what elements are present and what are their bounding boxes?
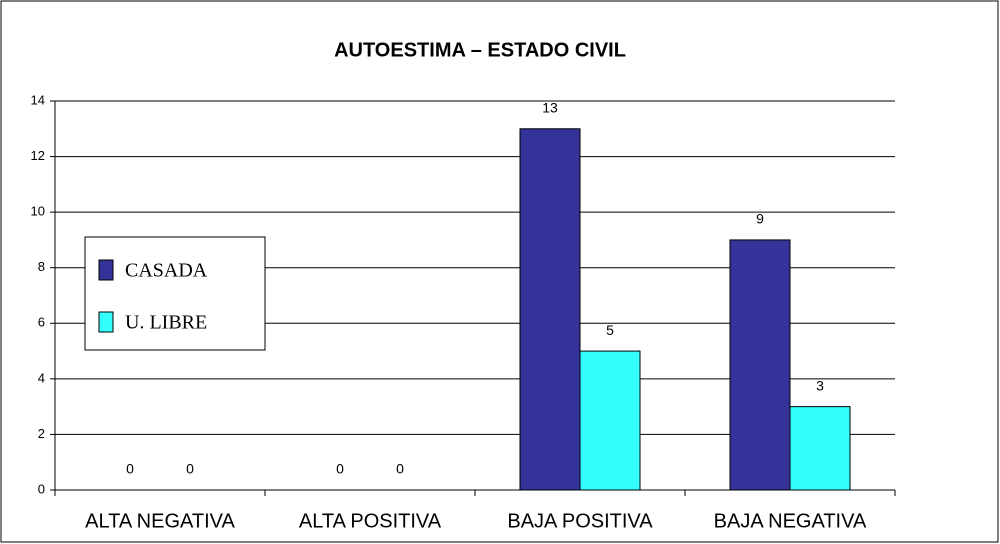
bar — [789, 406, 851, 491]
y-tick-label: 4 — [38, 370, 45, 385]
bar — [579, 350, 641, 491]
value-label: 0 — [186, 461, 194, 477]
value-label: 0 — [396, 461, 404, 477]
y-tick-label: 12 — [31, 148, 45, 163]
value-label: 9 — [756, 211, 764, 227]
y-tick-label: 10 — [31, 204, 45, 219]
x-tick-label: BAJA NEGATIVA — [714, 510, 867, 532]
y-tick-label: 14 — [31, 92, 45, 107]
y-tick-label: 2 — [38, 426, 45, 441]
chart-title: AUTOESTIMA – ESTADO CIVIL — [334, 39, 626, 61]
value-label: 3 — [816, 377, 824, 393]
legend-label: CASADA — [125, 260, 208, 282]
legend-swatch — [98, 259, 114, 281]
bar — [729, 239, 791, 491]
value-label: 0 — [336, 461, 344, 477]
x-tick-label: ALTA NEGATIVA — [85, 510, 235, 532]
bar — [519, 128, 581, 491]
value-label: 0 — [126, 461, 134, 477]
x-tick-label: ALTA POSITIVA — [299, 510, 442, 532]
y-tick-label: 0 — [38, 481, 45, 496]
value-label: 13 — [542, 99, 558, 115]
y-tick-label: 8 — [38, 259, 45, 274]
y-tick-label: 6 — [38, 315, 45, 330]
x-tick-label: BAJA POSITIVA — [507, 510, 653, 532]
legend-label: U. LIBRE — [125, 312, 207, 334]
legend-swatch — [98, 311, 114, 333]
value-label: 5 — [606, 322, 614, 338]
legend-box — [84, 236, 266, 351]
